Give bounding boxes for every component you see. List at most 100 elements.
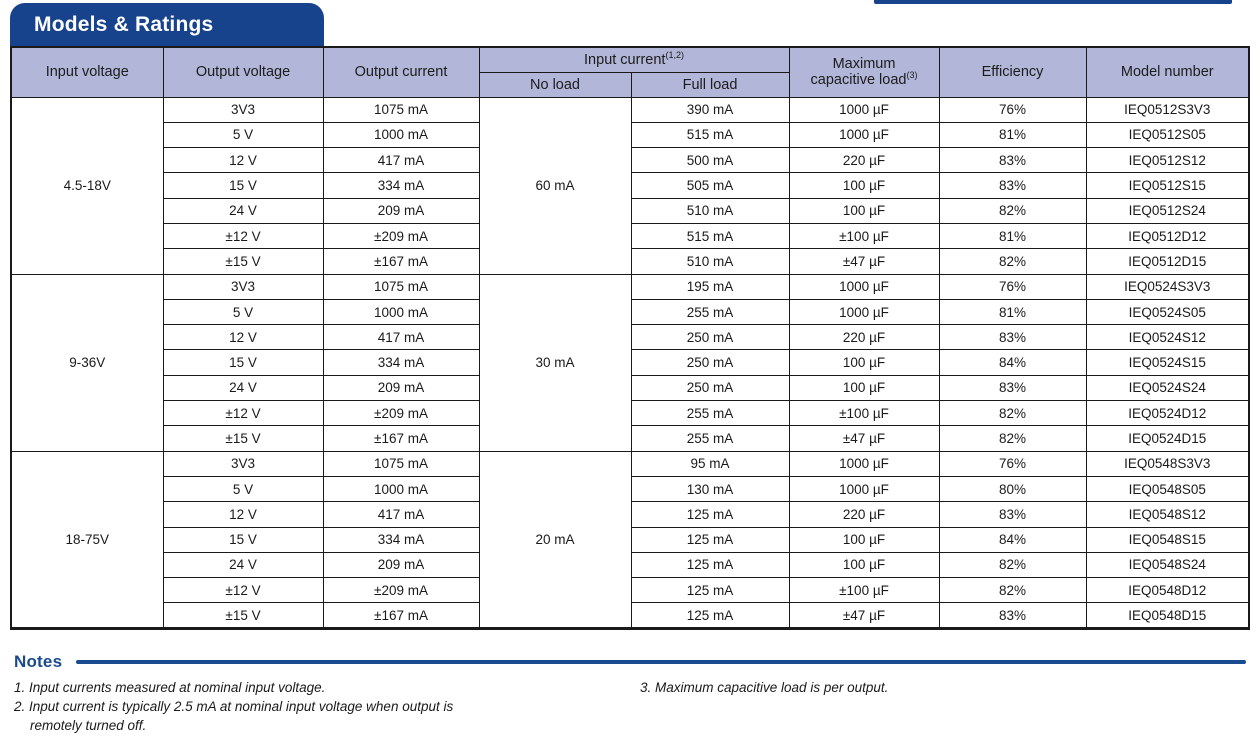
col-header-model-number: Model number — [1085, 46, 1250, 98]
col-header-full-load: Full load — [630, 71, 790, 98]
max-capacitive-load-cell: 220 µF — [788, 501, 940, 528]
no-load-cell: 20 mA — [478, 450, 632, 629]
model-number-cell: IEQ0548S05 — [1085, 475, 1250, 503]
efficiency-cell: 83% — [938, 147, 1087, 174]
efficiency-cell: 82% — [938, 248, 1087, 275]
max-capacitive-load-cell: 100 µF — [788, 526, 940, 553]
full-load-cell: 125 mA — [630, 551, 790, 579]
output-current-cell: ±167 mA — [322, 602, 480, 629]
max-capacitive-load-cell: ±100 µF — [788, 400, 940, 427]
col-header-input-voltage: Input voltage — [10, 46, 164, 98]
output-voltage-cell: 24 V — [162, 374, 324, 402]
efficiency-cell: 83% — [938, 501, 1087, 528]
efficiency-cell: 82% — [938, 551, 1087, 579]
output-current-cell: ±209 mA — [322, 222, 480, 250]
table-row: ±12 V ±209 mA 255 mA ±100 µF 82% IEQ0524… — [11, 400, 1250, 427]
model-number-cell: IEQ0512D12 — [1085, 222, 1250, 250]
no-load-cell: 30 mA — [478, 273, 632, 452]
output-current-cell: 1000 mA — [322, 475, 480, 503]
table-row: 15 V 334 mA 505 mA 100 µF 83% IEQ0512S15 — [11, 172, 1250, 199]
output-voltage-cell: 12 V — [162, 147, 324, 174]
max-capacitive-load-cell: ±100 µF — [788, 222, 940, 250]
full-load-cell: 250 mA — [630, 374, 790, 402]
max-cap-label-line2: capacitive load — [810, 72, 907, 89]
max-cap-label-line1: Maximum — [832, 56, 896, 73]
max-capacitive-load-cell: ±47 µF — [788, 248, 940, 275]
table-row: 4.5-18V 3V3 1075 mA 60 mA 390 mA 1000 µF… — [10, 96, 1250, 275]
output-voltage-cell: ±15 V — [162, 248, 324, 275]
model-number-cell: IEQ0524S05 — [1085, 298, 1250, 326]
output-voltage-cell: 15 V — [162, 526, 324, 553]
table-row: 9-36V 3V3 1075 mA 30 mA 195 mA 1000 µF 7… — [10, 273, 1250, 452]
col-header-no-load: No load — [478, 71, 632, 98]
model-number-cell: IEQ0524D12 — [1085, 400, 1250, 427]
efficiency-cell: 76% — [938, 273, 1087, 300]
models-ratings-table: Input voltage Output voltage Output curr… — [10, 46, 1250, 630]
output-current-cell: 417 mA — [322, 147, 480, 174]
notes-column-left: 1. Input currents measured at nominal in… — [14, 678, 614, 735]
full-load-cell: 515 mA — [630, 121, 790, 149]
max-cap-footnote-ref: (3) — [906, 70, 918, 81]
output-voltage-cell: 15 V — [162, 349, 324, 376]
max-capacitive-load-cell: ±100 µF — [788, 577, 940, 604]
notes-column-right: 3. Maximum capacitive load is per output… — [640, 678, 1240, 697]
model-number-cell: IEQ0512S3V3 — [1085, 96, 1250, 123]
output-voltage-cell: 5 V — [162, 298, 324, 326]
top-right-rule — [874, 0, 1232, 4]
max-capacitive-load-cell: 1000 µF — [788, 121, 940, 149]
output-voltage-cell: ±12 V — [162, 577, 324, 604]
output-current-cell: 209 mA — [322, 374, 480, 402]
max-capacitive-load-cell: 100 µF — [788, 172, 940, 199]
efficiency-cell: 76% — [938, 450, 1087, 477]
max-capacitive-load-cell: 100 µF — [788, 374, 940, 402]
table-row: 24 V 209 mA 510 mA 100 µF 82% IEQ0512S24 — [11, 197, 1250, 224]
output-voltage-cell: ±15 V — [162, 602, 324, 629]
full-load-cell: 505 mA — [630, 172, 790, 199]
model-number-cell: IEQ0548D12 — [1085, 577, 1250, 604]
output-voltage-cell: ±12 V — [162, 222, 324, 250]
full-load-cell: 255 mA — [630, 425, 790, 452]
max-capacitive-load-cell: 220 µF — [788, 324, 940, 351]
input-voltage-cell: 4.5-18V — [10, 96, 164, 275]
table-row: 24 V 209 mA 125 mA 100 µF 82% IEQ0548S24 — [11, 551, 1250, 579]
max-capacitive-load-cell: 1000 µF — [788, 298, 940, 326]
model-number-cell: IEQ0524S15 — [1085, 349, 1250, 376]
model-number-cell: IEQ0548S15 — [1085, 526, 1250, 553]
output-current-cell: 209 mA — [322, 197, 480, 224]
efficiency-cell: 83% — [938, 172, 1087, 199]
output-voltage-cell: 24 V — [162, 197, 324, 224]
output-current-cell: 1075 mA — [322, 96, 480, 123]
table-row: ±12 V ±209 mA 125 mA ±100 µF 82% IEQ0548… — [11, 577, 1250, 604]
efficiency-cell: 82% — [938, 197, 1087, 224]
efficiency-cell: 81% — [938, 121, 1087, 149]
input-current-label: Input current — [584, 51, 666, 68]
notes-title: Notes — [14, 652, 63, 671]
efficiency-cell: 82% — [938, 425, 1087, 452]
no-load-cell: 60 mA — [478, 96, 632, 275]
model-number-cell: IEQ0548D15 — [1085, 602, 1250, 629]
full-load-cell: 130 mA — [630, 475, 790, 503]
col-header-efficiency: Efficiency — [938, 46, 1087, 98]
max-capacitive-load-cell: 1000 µF — [788, 96, 940, 123]
max-capacitive-load-cell: 100 µF — [788, 551, 940, 579]
full-load-cell: 95 mA — [630, 450, 790, 477]
table-row: 5 V 1000 mA 515 mA 1000 µF 81% IEQ0512S0… — [11, 121, 1250, 149]
table-row: ±15 V ±167 mA 255 mA ±47 µF 82% IEQ0524D… — [11, 425, 1250, 452]
output-current-cell: ±167 mA — [322, 248, 480, 275]
input-voltage-cell: 9-36V — [10, 273, 164, 452]
table-header: Input voltage Output voltage Output curr… — [10, 46, 1250, 98]
max-capacitive-load-cell: 100 µF — [788, 349, 940, 376]
table-row: 15 V 334 mA 125 mA 100 µF 84% IEQ0548S15 — [11, 526, 1250, 553]
notes-header: Notes — [14, 652, 1246, 672]
max-capacitive-load-cell: 100 µF — [788, 197, 940, 224]
table-row: 12 V 417 mA 500 mA 220 µF 83% IEQ0512S12 — [11, 147, 1250, 174]
efficiency-cell: 80% — [938, 475, 1087, 503]
max-capacitive-load-cell: 1000 µF — [788, 273, 940, 300]
full-load-cell: 125 mA — [630, 501, 790, 528]
output-voltage-cell: 12 V — [162, 324, 324, 351]
output-voltage-cell: ±15 V — [162, 425, 324, 452]
note-2: 2. Input current is typically 2.5 mA at … — [14, 699, 454, 714]
output-voltage-cell: 3V3 — [162, 96, 324, 123]
model-number-cell: IEQ0524S3V3 — [1085, 273, 1250, 300]
full-load-cell: 500 mA — [630, 147, 790, 174]
